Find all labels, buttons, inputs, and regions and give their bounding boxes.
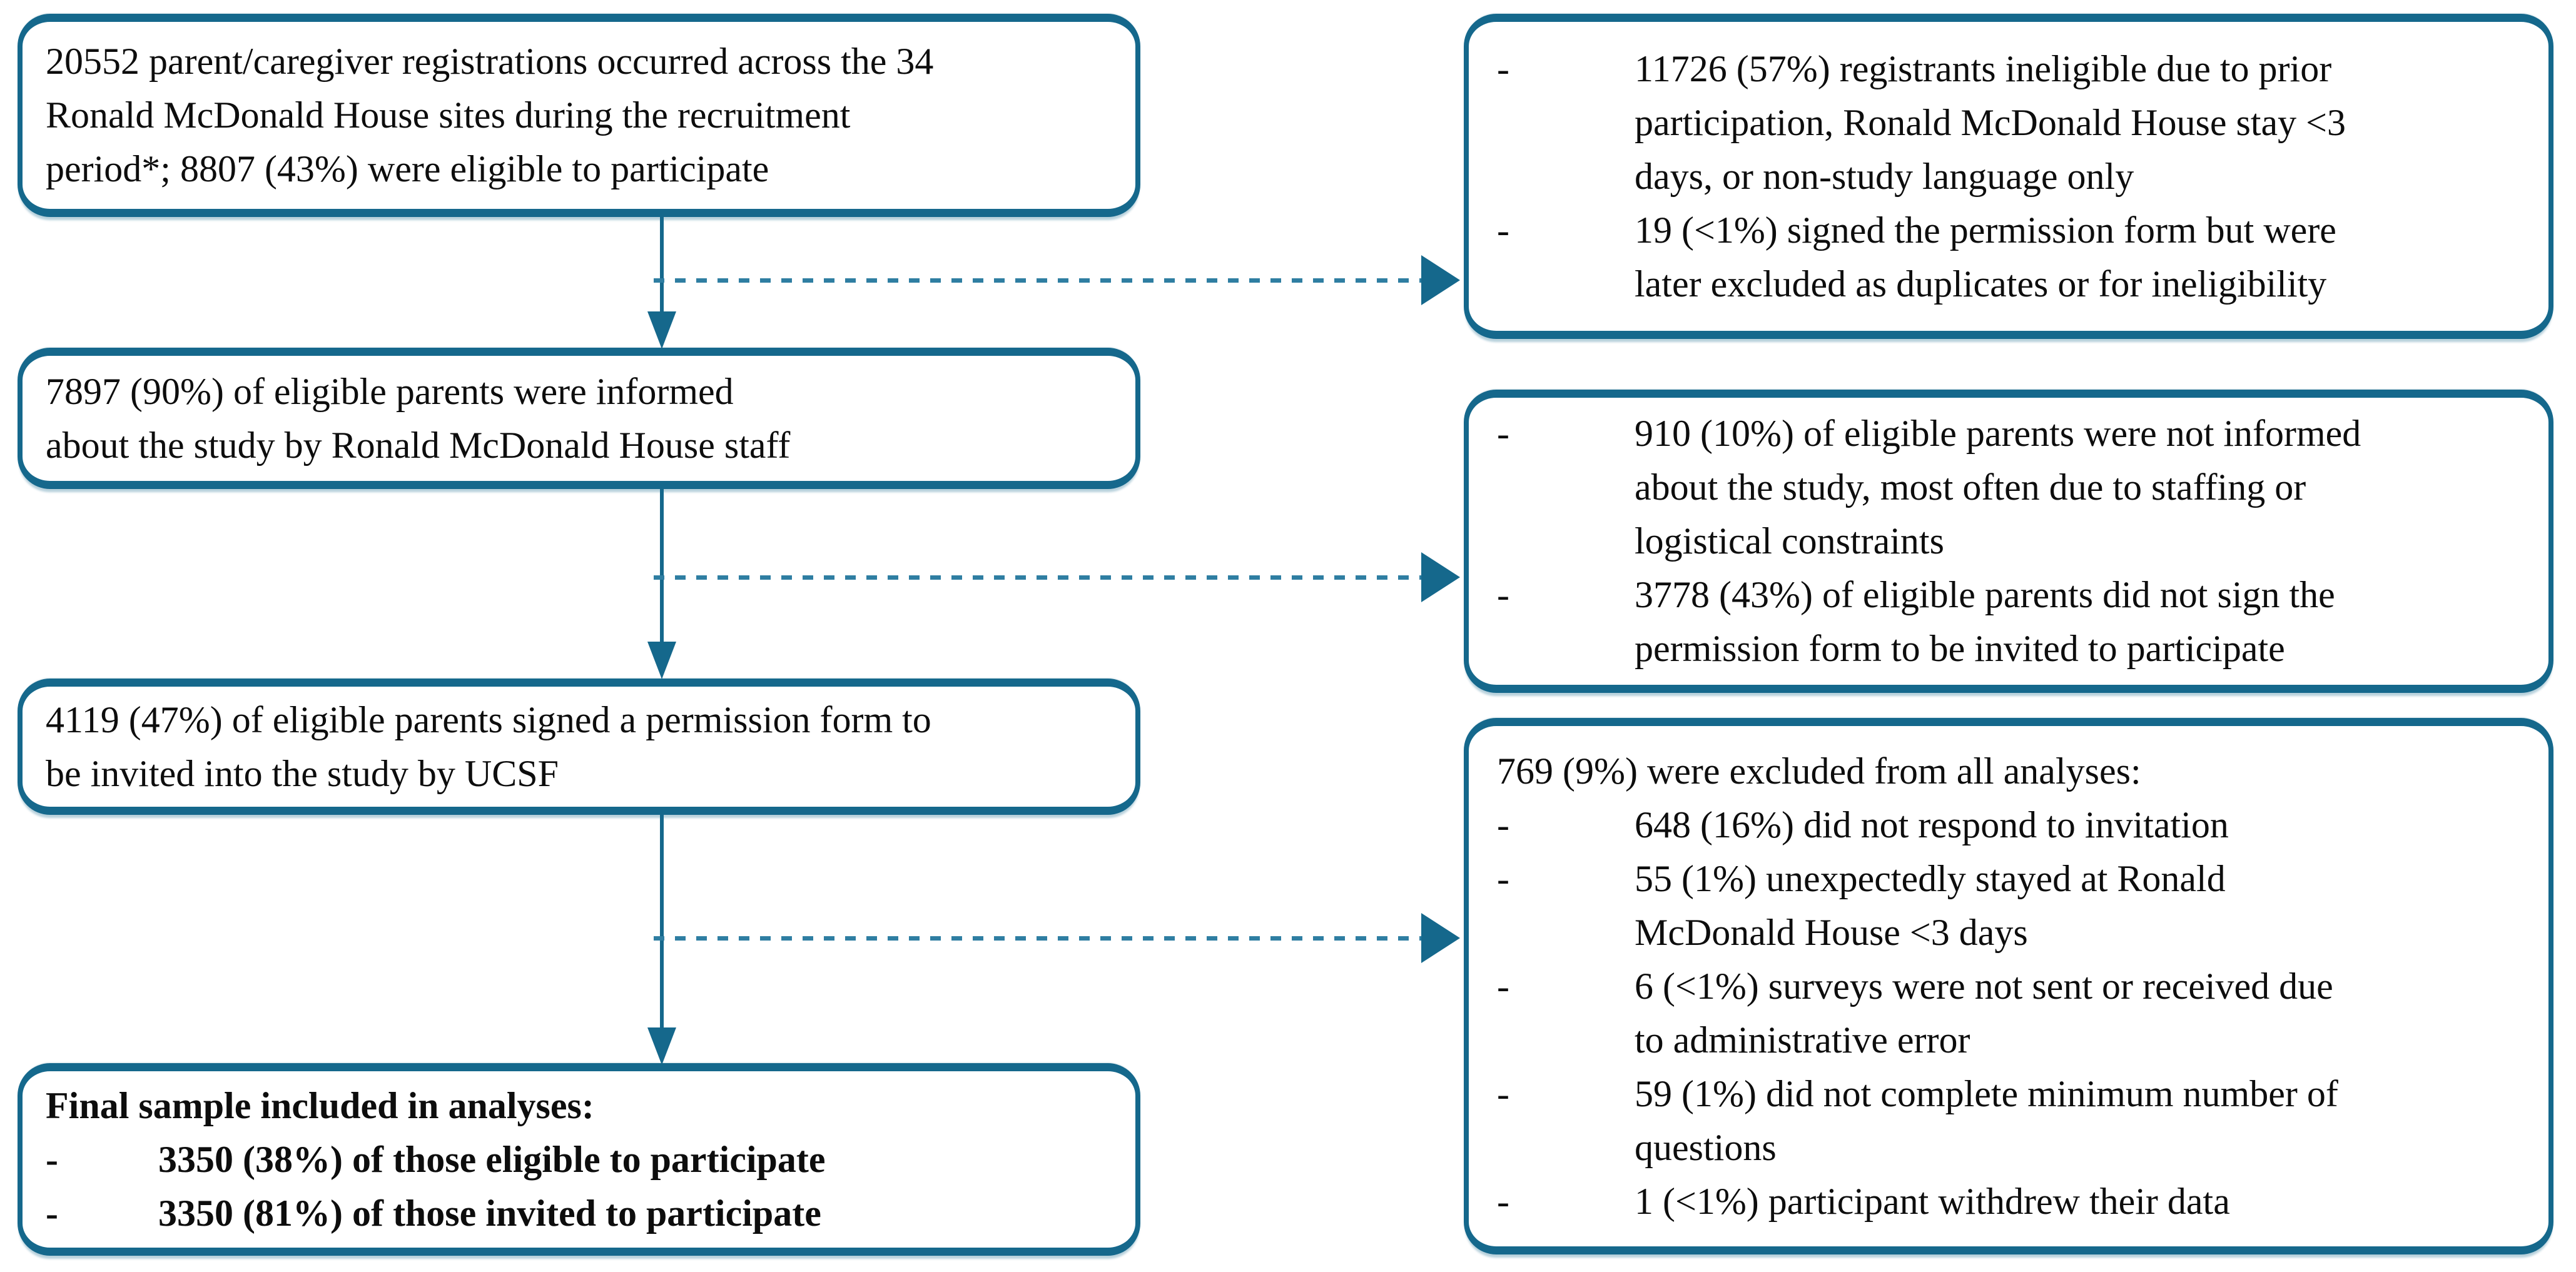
flow-box-informed-text: 7897 (90%) of eligible parents were info… (46, 371, 791, 466)
bullet-dash: - (1497, 574, 1509, 615)
bullet-text: 59 (1%) did not complete minimum number … (1635, 1073, 2338, 1168)
bullet-dash: - (1497, 413, 1509, 454)
final-sample-header: Final sample included in analyses: (46, 1085, 594, 1126)
bullet-dash: - (46, 1193, 58, 1234)
bullet-text: 1 (<1%) participant withdrew their data (1635, 1181, 2230, 1222)
flow-box-registrations-text: 20552 parent/caregiver registrations occ… (46, 41, 934, 189)
bullet-dash: - (1497, 48, 1509, 89)
dashed-branch-line-1 (654, 278, 1421, 283)
flow-box-informed: 7897 (90%) of eligible parents were info… (18, 348, 1140, 489)
bullet-dash: - (1497, 1181, 1509, 1222)
down-arrowhead-icon (647, 1027, 676, 1065)
down-arrow-line-1 (660, 217, 664, 311)
bullet-dash: - (1497, 966, 1509, 1007)
exclusion-bullet: - 59 (1%) did not complete minimum numbe… (1497, 1067, 2523, 1174)
dashed-branch-line-3 (654, 936, 1421, 941)
bullet-text: 11726 (57%) registrants ineligible due t… (1635, 48, 2346, 197)
down-arrowhead-icon (647, 311, 676, 349)
dashed-branch-line-2 (654, 575, 1421, 580)
down-arrowhead-icon (647, 642, 676, 679)
exclusion-bullet: - 3778 (43%) of eligible parents did not… (1497, 568, 2523, 675)
bullet-dash: - (46, 1139, 58, 1180)
flow-box-final-sample: Final sample included in analyses: - 335… (18, 1063, 1140, 1256)
flow-box-signed-permission-text: 4119 (47%) of eligible parents signed a … (46, 699, 931, 794)
bullet-text: 3778 (43%) of eligible parents did not s… (1635, 574, 2335, 669)
bullet-dash: - (1497, 804, 1509, 845)
flow-box-signed-permission: 4119 (47%) of eligible parents signed a … (18, 679, 1140, 815)
bullet-text: 19 (<1%) signed the permission form but … (1635, 209, 2336, 305)
exclusion-bullet: - 19 (<1%) signed the permission form bu… (1497, 203, 2523, 311)
down-arrow-line-2 (660, 489, 664, 642)
exclusion-box-analyses: 769 (9%) were excluded from all analyses… (1464, 718, 2553, 1254)
bullet-text: 3350 (38%) of those eligible to particip… (158, 1139, 826, 1180)
exclusion-bullet: - 910 (10%) of eligible parents were not… (1497, 406, 2523, 568)
exclusion-bullet: - 1 (<1%) participant withdrew their dat… (1497, 1174, 2523, 1228)
right-arrowhead-icon (1421, 255, 1460, 305)
exclusion-analyses-header: 769 (9%) were excluded from all analyses… (1497, 750, 2141, 792)
right-arrowhead-icon (1421, 552, 1460, 602)
bullet-text: 910 (10%) of eligible parents were not i… (1635, 413, 2361, 562)
bullet-text: 6 (<1%) surveys were not sent or receive… (1635, 966, 2333, 1061)
flow-box-registrations: 20552 parent/caregiver registrations occ… (18, 14, 1140, 217)
bullet-dash: - (1497, 209, 1509, 251)
right-arrowhead-icon (1421, 913, 1460, 963)
final-sample-bullet: - 3350 (81%) of those invited to partici… (46, 1186, 1117, 1240)
bullet-text: 648 (16%) did not respond to invitation (1635, 804, 2229, 845)
exclusion-bullet: - 11726 (57%) registrants ineligible due… (1497, 42, 2523, 203)
exclusion-bullet: - 55 (1%) unexpectedly stayed at Ronald … (1497, 852, 2523, 959)
exclusion-bullet: - 6 (<1%) surveys were not sent or recei… (1497, 959, 2523, 1067)
final-sample-bullet: - 3350 (38%) of those eligible to partic… (46, 1133, 1117, 1186)
exclusion-box-ineligible: - 11726 (57%) registrants ineligible due… (1464, 14, 2553, 339)
bullet-text: 3350 (81%) of those invited to participa… (158, 1193, 821, 1234)
down-arrow-line-3 (660, 815, 664, 1027)
exclusion-box-not-informed: - 910 (10%) of eligible parents were not… (1464, 390, 2553, 693)
bullet-dash: - (1497, 858, 1509, 899)
exclusion-bullet: - 648 (16%) did not respond to invitatio… (1497, 798, 2523, 852)
bullet-dash: - (1497, 1073, 1509, 1114)
bullet-text: 55 (1%) unexpectedly stayed at Ronald Mc… (1635, 858, 2226, 953)
